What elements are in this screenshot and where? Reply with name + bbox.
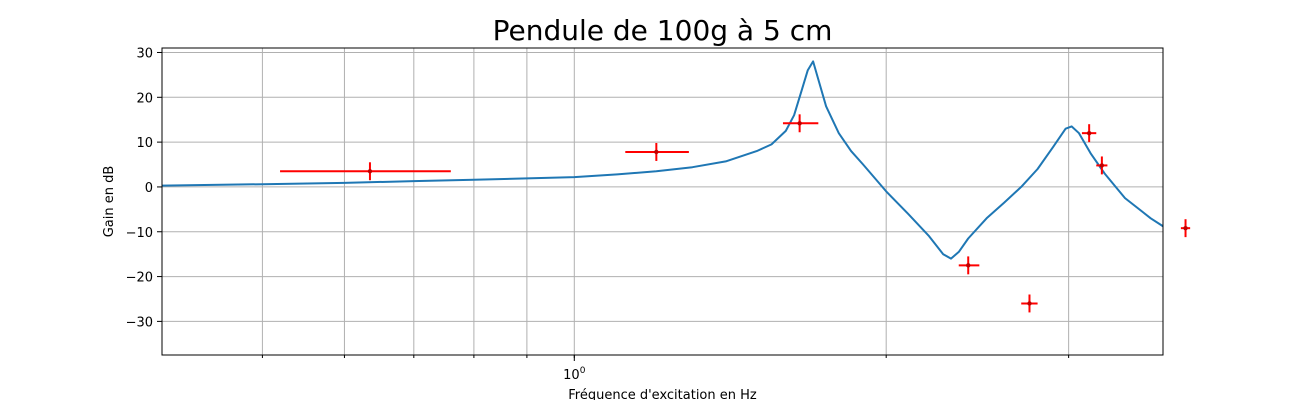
data-marker [1099,163,1105,168]
chart-title: Pendule de 100g à 5 cm [493,14,833,47]
measurement-point [1180,219,1191,238]
y-axis-label: Gain en dB [102,166,117,238]
measurement-point [1021,294,1038,313]
data-marker [654,149,659,155]
data-marker [966,263,971,268]
y-tick-label: −10 [126,226,153,241]
data-marker [367,169,373,174]
y-tick-label: −30 [126,315,153,330]
data-marker [1183,225,1188,231]
plot-frame [161,47,1164,356]
measurement-point [1081,124,1097,143]
x-tick-label: 100 [563,366,586,383]
measurement-point [1096,156,1108,175]
data-marker [1086,130,1092,136]
y-tick-label: −20 [126,271,153,286]
y-tick-label: 20 [136,91,153,106]
measurement-point [958,256,980,275]
measurement-point [280,162,451,181]
model-curve-layer [162,60,1163,260]
measurement-point [782,114,819,133]
x-axis-ticks: 100 [261,355,1070,383]
measurement-point [625,143,689,161]
x-axis-label: Fréquence d'excitation en Hz [568,388,757,400]
y-axis-ticks: 30 20 10 0 −10 −20 −30 [126,46,162,330]
data-marker [1027,301,1032,306]
y-tick-label: 30 [136,46,153,61]
data-marker [797,121,802,126]
grid [162,48,1163,355]
y-tick-label: 0 [145,181,153,196]
model-curve [162,60,1163,260]
measurement-layer [280,114,1191,313]
y-tick-label: 10 [136,136,153,151]
